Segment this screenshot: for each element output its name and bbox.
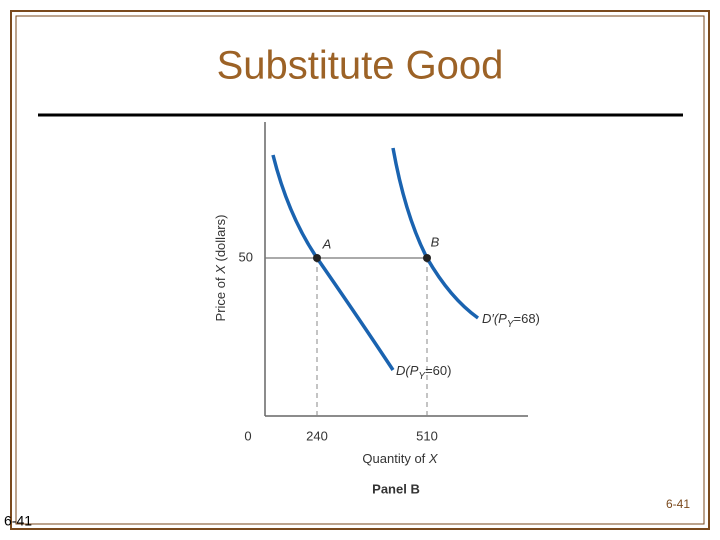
curve-label-sub: Y (507, 319, 515, 330)
curve-label-rest: =68) (514, 311, 540, 326)
point-b (423, 254, 431, 262)
y-tick-label: 50 (239, 249, 253, 264)
curve-label-sub: Y (418, 371, 426, 382)
frame-inner (15, 15, 705, 525)
point-a (313, 254, 321, 262)
x-axis-label: Quantity of X (362, 451, 438, 466)
x-axis-text: Quantity of (362, 451, 428, 466)
demand-curve-d (271, 154, 395, 371)
demand-curve-d-prime (391, 147, 480, 320)
point-label: B (431, 234, 440, 249)
page-number: 6-41 (4, 513, 32, 529)
y-axis-var: X (213, 264, 228, 275)
point-label: A (322, 236, 332, 251)
x-tick-label: 510 (416, 428, 438, 443)
x-tick-label: 240 (306, 428, 328, 443)
x-tick-label: 0 (244, 428, 251, 443)
curve-label: D(PY=60) (396, 363, 451, 381)
y-axis-text: Price of (213, 274, 228, 322)
x-axis-var: X (428, 451, 439, 466)
y-axis-unit: (dollars) (213, 215, 228, 266)
curve-label-main: D′(P (482, 311, 507, 326)
page-number: 6-41 (666, 497, 690, 511)
frame-outer (10, 10, 710, 530)
curve-label: D′(PY=68) (482, 311, 540, 329)
curve-label-main: D(P (396, 363, 419, 378)
curve-label-rest: =60) (425, 363, 451, 378)
y-axis-label: Price of X (dollars) (213, 215, 228, 322)
slide-title: Substitute Good (217, 44, 504, 88)
panel-label: Panel B (372, 481, 420, 496)
